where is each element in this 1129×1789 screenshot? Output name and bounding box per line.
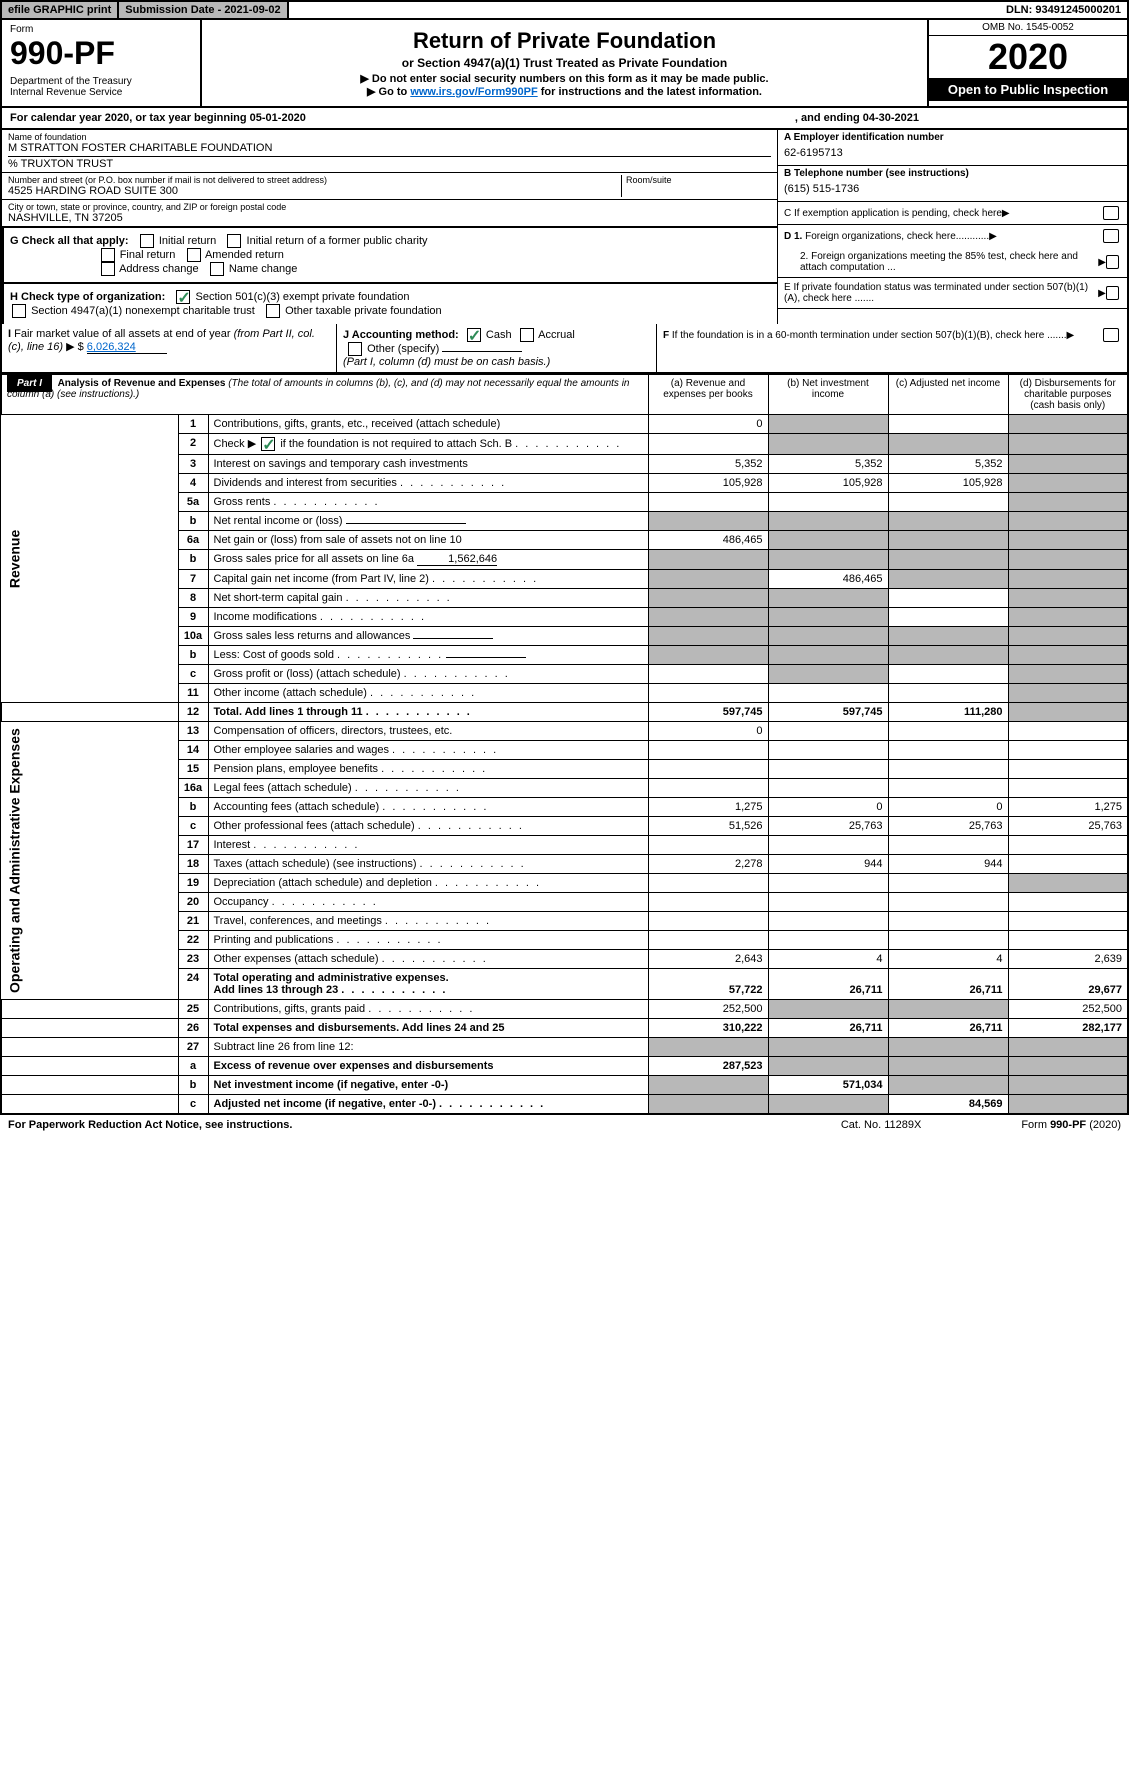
tel-value: (615) 515-1736 (784, 179, 1121, 199)
col-c-header: (c) Adjusted net income (888, 375, 1008, 415)
other-method-cb[interactable] (348, 342, 362, 356)
fmv-value[interactable]: 6,026,324 (87, 341, 167, 354)
initial-former-cb[interactable] (227, 234, 241, 248)
section-i: I Fair market value of all assets at end… (2, 324, 337, 372)
room-label: Room/suite (626, 175, 771, 185)
omb-number: OMB No. 1545-0052 (929, 20, 1127, 36)
section-j: J Accounting method: Cash Accrual Other … (337, 324, 657, 372)
amended-return-cb[interactable] (187, 248, 201, 262)
efile-label: efile GRAPHIC print (2, 2, 119, 18)
calendar-year-row: For calendar year 2020, or tax year begi… (0, 108, 1129, 130)
tel-label: B Telephone number (see instructions) (784, 168, 969, 179)
part1-table: Part I Analysis of Revenue and Expenses … (0, 374, 1129, 1115)
goto-instruction: ▶ Go to www.irs.gov/Form990PF for instru… (210, 85, 919, 98)
form-title: Return of Private Foundation (210, 28, 919, 54)
cat-number: Cat. No. 11289X (841, 1119, 922, 1131)
form-header: Form 990-PF Department of the Treasury I… (0, 20, 1129, 108)
expenses-label: Operating and Administrative Expenses (1, 722, 178, 1000)
section-h: H Check type of organization: Section 50… (2, 283, 777, 324)
section-g: G Check all that apply: Initial return I… (2, 227, 777, 283)
foreign-cb[interactable] (1103, 229, 1119, 243)
city-state-zip: NASHVILLE, TN 37205 (8, 212, 771, 224)
revenue-label: Revenue (1, 415, 178, 703)
ssn-warning: ▶ Do not enter social security numbers o… (210, 72, 919, 85)
city-label: City or town, state or province, country… (8, 202, 771, 212)
section-ijf: I Fair market value of all assets at end… (0, 324, 1129, 374)
care-of: % TRUXTON TRUST (8, 156, 771, 170)
addr-label: Number and street (or P.O. box number if… (8, 175, 621, 185)
initial-return-cb[interactable] (140, 234, 154, 248)
501c3-cb[interactable] (176, 290, 190, 304)
irs-link[interactable]: www.irs.gov/Form990PF (410, 86, 537, 98)
name-change-cb[interactable] (210, 262, 224, 276)
schb-cb[interactable] (261, 437, 275, 451)
info-section: Name of foundation M STRATTON FOSTER CHA… (0, 130, 1129, 324)
tax-year: 2020 (929, 36, 1127, 78)
section-d1: D 1. Foreign organizations, check here..… (778, 225, 1127, 247)
name-label: Name of foundation (8, 132, 771, 142)
section-f: F If the foundation is in a 60-month ter… (657, 324, 1127, 372)
4947-cb[interactable] (12, 304, 26, 318)
paperwork-notice: For Paperwork Reduction Act Notice, see … (8, 1119, 292, 1131)
ein-label: A Employer identification number (784, 132, 944, 143)
ein-value: 62-6195713 (784, 143, 1121, 163)
submission-date: Submission Date - 2021-09-02 (119, 2, 288, 18)
col-b-header: (b) Net investment income (768, 375, 888, 415)
60month-cb[interactable] (1103, 328, 1119, 342)
form-number: 990-PF (10, 35, 192, 72)
col-a-header: (a) Revenue and expenses per books (648, 375, 768, 415)
col-d-header: (d) Disbursements for charitable purpose… (1008, 375, 1128, 415)
top-bar: efile GRAPHIC print Submission Date - 20… (0, 0, 1129, 20)
section-e: E If private foundation status was termi… (778, 278, 1127, 309)
section-d2: 2. Foreign organizations meeting the 85%… (778, 247, 1127, 278)
accrual-cb[interactable] (520, 328, 534, 342)
form-label: Form (10, 24, 192, 35)
foundation-name: M STRATTON FOSTER CHARITABLE FOUNDATION (8, 142, 771, 154)
other-taxable-cb[interactable] (266, 304, 280, 318)
exemption-cb[interactable] (1103, 206, 1119, 220)
addr-change-cb[interactable] (101, 262, 115, 276)
terminated-cb[interactable] (1106, 286, 1119, 300)
dept-label: Department of the Treasury Internal Reve… (10, 76, 192, 98)
dln: DLN: 93491245000201 (1000, 2, 1127, 18)
section-c: C If exemption application is pending, c… (778, 202, 1127, 225)
street-address: 4525 HARDING ROAD SUITE 300 (8, 185, 621, 197)
cash-cb[interactable] (467, 328, 481, 342)
open-public: Open to Public Inspection (929, 78, 1127, 101)
page-footer: For Paperwork Reduction Act Notice, see … (0, 1115, 1129, 1135)
foreign85-cb[interactable] (1106, 255, 1119, 269)
final-return-cb[interactable] (101, 248, 115, 262)
form-subtitle: or Section 4947(a)(1) Trust Treated as P… (210, 56, 919, 70)
